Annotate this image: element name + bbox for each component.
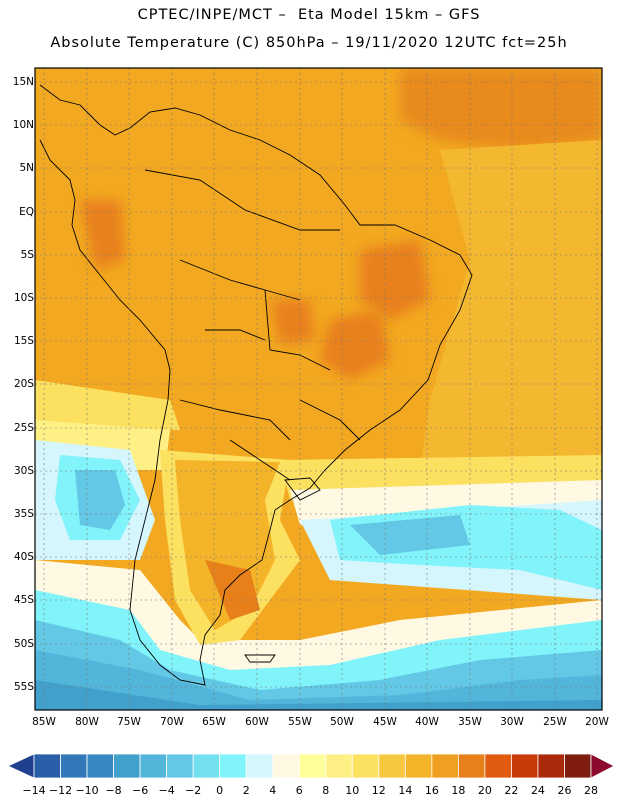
- colorbar-swatch: [484, 753, 512, 779]
- lon-label: 50W: [330, 716, 354, 728]
- lat-label: 15S: [13, 335, 34, 347]
- colorbar-swatch: [537, 753, 565, 779]
- lon-label: 35W: [458, 716, 482, 728]
- lon-label: 20W: [585, 716, 609, 728]
- colorbar-swatch: [511, 753, 539, 779]
- colorbar-arrow-high: [590, 753, 615, 779]
- colorbar: [7, 753, 615, 779]
- lat-label: 30S: [13, 465, 34, 477]
- colorbar-tick-label: 6: [295, 784, 303, 797]
- lat-label: 45S: [13, 594, 34, 606]
- lon-label: 45W: [373, 716, 397, 728]
- lat-label: 40S: [13, 551, 34, 563]
- colorbar-swatch: [86, 753, 114, 779]
- colorbar-swatch: [113, 753, 141, 779]
- lat-label: 10N: [12, 119, 34, 131]
- lon-label: 75W: [117, 716, 141, 728]
- coastlines: [39, 84, 473, 686]
- colorbar-tick-label: 8: [322, 784, 330, 797]
- lat-label: EQ: [19, 206, 34, 218]
- colorbar-tick-label: 18: [451, 784, 466, 797]
- colorbar-swatch: [378, 753, 406, 779]
- lat-label: 55S: [13, 681, 34, 693]
- colorbar-tick-label: −14: [22, 784, 46, 797]
- colorbar-swatch: [457, 753, 486, 779]
- colorbar-tick-label: −8: [105, 784, 122, 797]
- colorbar-tick-label: 14: [398, 784, 413, 797]
- lon-label: 30W: [500, 716, 524, 728]
- lat-label: 20S: [13, 378, 34, 390]
- lon-label: 60W: [245, 716, 269, 728]
- colorbar-tick-label: 16: [424, 784, 439, 797]
- colorbar-tick-label: −4: [158, 784, 175, 797]
- temperature-field: [35, 68, 602, 710]
- colorbar-swatch: [351, 753, 380, 779]
- lon-label: 80W: [75, 716, 99, 728]
- lat-label: 50S: [13, 638, 34, 650]
- colorbar-swatch: [33, 753, 61, 779]
- colorbar-swatch: [219, 753, 247, 779]
- colorbar-tick-label: −12: [48, 784, 73, 797]
- lat-label: 35S: [13, 508, 34, 520]
- colorbar-tick-label: 28: [584, 784, 598, 797]
- colorbar-swatch: [298, 753, 327, 779]
- lat-label: 5N: [19, 162, 34, 174]
- lat-label: 25S: [13, 422, 34, 434]
- colorbar-tick-label: 4: [269, 784, 277, 797]
- colorbar-swatch: [139, 753, 168, 779]
- colorbar-tick-label: 22: [504, 784, 519, 797]
- lat-label: 5S: [20, 249, 34, 261]
- lat-label: 15N: [12, 76, 34, 88]
- lon-label: 25W: [543, 716, 567, 728]
- colorbar-tick-label: −2: [185, 784, 202, 797]
- colorbar-tick-label: 10: [345, 784, 360, 797]
- map-title-line1: CPTEC/INPE/MCT – Eta Model 15km – GFS: [137, 7, 481, 23]
- lon-label: 55W: [288, 716, 312, 728]
- lat-label: 10S: [13, 292, 34, 304]
- lon-label: 70W: [160, 716, 184, 728]
- graticule: [35, 68, 602, 710]
- colorbar-swatch: [245, 753, 274, 779]
- colorbar-swatch: [564, 753, 592, 779]
- colorbar-swatch: [60, 753, 88, 779]
- colorbar-tick-label: 12: [371, 784, 386, 797]
- colorbar-tick-label: 20: [477, 784, 492, 797]
- lon-label: 85W: [32, 716, 56, 728]
- colorbar-tick-label: 24: [530, 784, 545, 797]
- lon-label: 65W: [202, 716, 226, 728]
- colorbar-tick-label: −10: [75, 784, 99, 797]
- map-frame: [34, 67, 603, 711]
- colorbar-tick-label: 2: [242, 784, 250, 797]
- colorbar-swatch: [404, 753, 433, 779]
- colorbar-swatch: [431, 753, 459, 779]
- colorbar-swatch: [166, 753, 194, 779]
- colorbar-swatch: [192, 753, 221, 779]
- colorbar-swatch: [272, 753, 300, 779]
- colorbar-tick-label: 26: [557, 784, 572, 797]
- colorbar-tick-label: 0: [216, 784, 224, 797]
- colorbar-tick-label: −6: [131, 784, 149, 797]
- lon-label: 40W: [415, 716, 439, 728]
- map-title-line2: Absolute Temperature (C) 850hPa – 19/11/…: [50, 35, 568, 51]
- colorbar-arrow-low: [7, 753, 35, 779]
- colorbar-swatch: [325, 753, 353, 779]
